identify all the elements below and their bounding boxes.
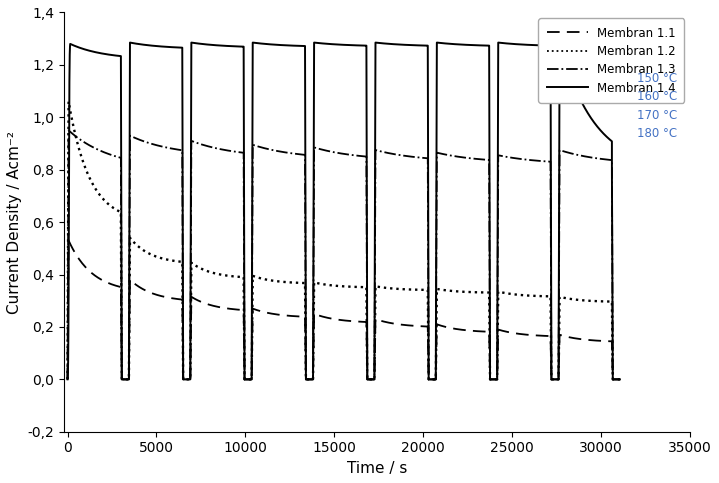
Y-axis label: Current Density / Acm⁻²: Current Density / Acm⁻² xyxy=(7,130,22,313)
Text: 170 °C: 170 °C xyxy=(637,109,677,122)
X-axis label: Time / s: Time / s xyxy=(347,461,407,476)
Text: 150 °C: 150 °C xyxy=(637,72,677,85)
Text: 180 °C: 180 °C xyxy=(637,127,677,140)
Text: 160 °C: 160 °C xyxy=(637,90,677,103)
Legend: Membran 1.1, Membran 1.2, Membran 1.3, Membran 1.4: Membran 1.1, Membran 1.2, Membran 1.3, M… xyxy=(539,18,684,103)
